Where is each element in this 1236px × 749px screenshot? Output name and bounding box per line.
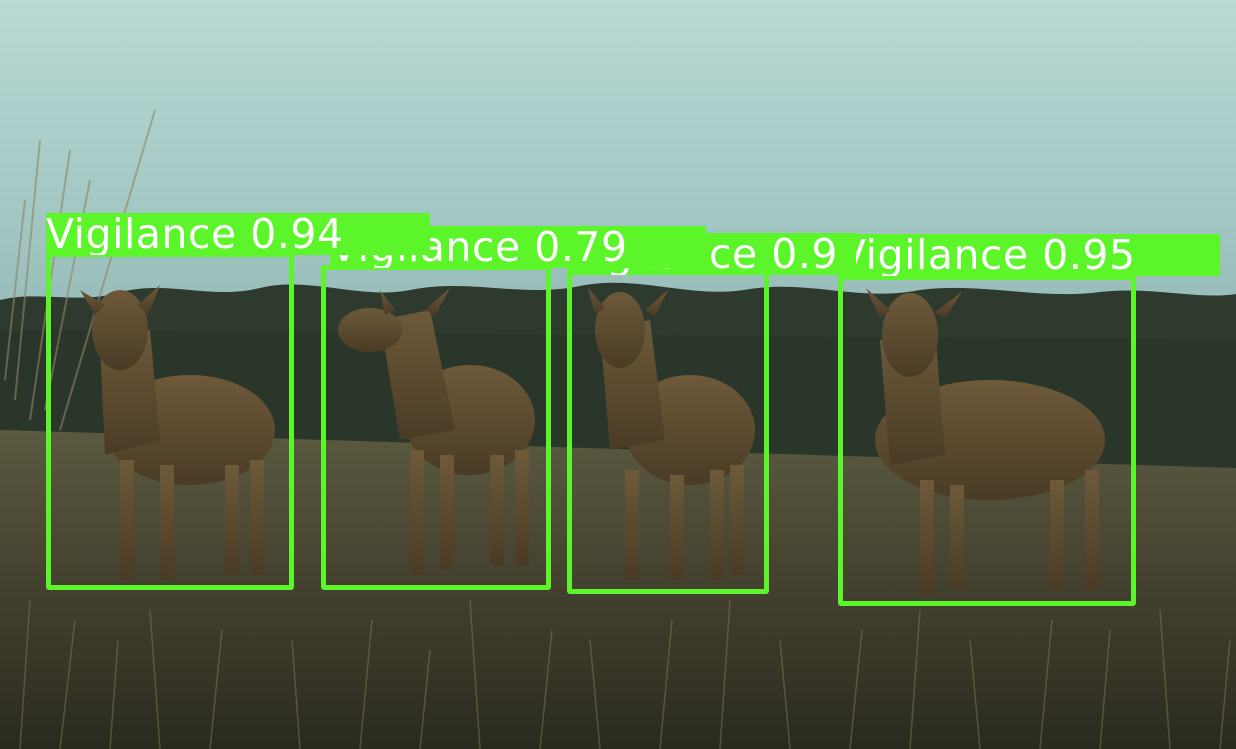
detection-4-confidence: 0.95 [1042, 234, 1136, 276]
detection-3-confidence: 0.9 [771, 233, 838, 275]
detection-1-class: Vigilance [46, 213, 237, 255]
detection-box-1 [46, 252, 294, 590]
detection-2-confidence: 0.79 [534, 226, 628, 268]
detection-box-4 [838, 275, 1136, 606]
detection-4-class: Vigilance [838, 234, 1029, 276]
detection-box-3 [567, 270, 769, 594]
detection-1-confidence: 0.94 [250, 213, 344, 255]
deer-3 [588, 288, 755, 580]
detection-box-2 [321, 265, 551, 590]
deer-4 [866, 288, 1105, 595]
deer-1 [80, 285, 275, 580]
deer-2 [338, 288, 535, 575]
detection-label-1: Vigilance 0.94 [46, 213, 430, 255]
detection-label-4: Vigilance 0.95 [838, 234, 1220, 276]
